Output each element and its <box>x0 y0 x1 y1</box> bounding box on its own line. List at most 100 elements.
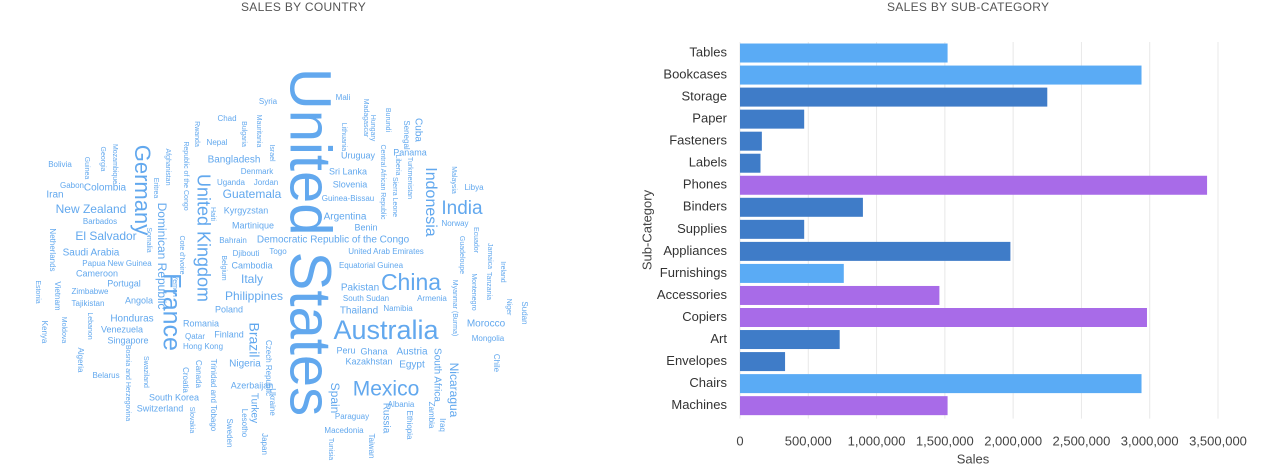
category-label-supplies: Supplies <box>677 221 727 236</box>
cloud-word-australia: Australia <box>333 315 439 345</box>
cloud-word-lebanon: Lebanon <box>86 312 93 339</box>
x-tick-label: 2,000,000 <box>984 433 1042 448</box>
bar-bookcases <box>740 65 1142 85</box>
cloud-word-canada: Canada <box>194 360 203 389</box>
cloud-word-cote-d-ivoire: Cote d'Ivoire <box>178 235 185 274</box>
bar-appliances <box>740 241 1011 261</box>
cloud-word-cameroon: Cameroon <box>76 268 118 278</box>
cloud-word-chile: Chile <box>492 354 501 373</box>
cloud-word-sri-lanka: Sri Lanka <box>329 166 367 176</box>
category-label-labels: Labels <box>689 155 728 170</box>
cloud-word-croatia: Croatia <box>181 367 190 393</box>
cloud-word-benin: Benin <box>354 222 377 232</box>
cloud-word-pakistan: Pakistan <box>341 283 379 294</box>
cloud-word-estonia: Estonia <box>34 280 41 303</box>
category-label-storage: Storage <box>681 89 727 104</box>
cloud-word-iraq: Iraq <box>438 418 447 432</box>
cloud-word-central-african-republic: Central African Republic <box>379 144 386 220</box>
cloud-word-romania: Romania <box>183 318 219 328</box>
bar-paper <box>740 109 805 129</box>
cloud-word-belgium: Belgium <box>220 255 227 280</box>
cloud-word-hungary: Hungary <box>369 115 376 142</box>
cloud-word-zambia: Zambia <box>427 402 436 429</box>
cloud-word-netherlands: Netherlands <box>48 228 57 271</box>
bar-labels <box>740 153 761 173</box>
x-tick-label: 1,500,000 <box>916 433 974 448</box>
bar-binders <box>740 197 863 217</box>
cloud-word-united-kingdom: United Kingdom <box>193 174 213 302</box>
cloud-word-panama: Panama <box>393 147 427 157</box>
cloud-word-syria: Syria <box>259 97 278 106</box>
bar-copiers <box>740 308 1147 327</box>
cloud-word-venezuela: Venezuela <box>101 324 143 334</box>
bar-chairs <box>740 374 1142 394</box>
category-label-art: Art <box>710 331 727 346</box>
cloud-word-yemen: Yemen <box>171 275 178 297</box>
cloud-word-namibia: Namibia <box>383 304 413 313</box>
cloud-word-republic-of-the-congo: Republic of the Congo <box>182 141 189 210</box>
cloud-word-vietnam: Vietnam <box>53 281 62 311</box>
cloud-word-norway: Norway <box>441 219 468 228</box>
cloud-word-bahrain: Bahrain <box>219 236 247 245</box>
cloud-word-el-salvador: El Salvador <box>75 229 136 243</box>
cloud-word-jordan: Jordan <box>254 178 278 187</box>
cloud-word-jamaica: Jamaica <box>486 243 493 269</box>
cloud-word-belarus: Belarus <box>92 371 119 380</box>
cloud-word-martinique: Martinique <box>232 220 274 230</box>
category-label-envelopes: Envelopes <box>666 353 727 368</box>
x-tick-label: 2,500,000 <box>1053 433 1111 448</box>
cloud-word-china: China <box>381 269 441 295</box>
cloud-word-germany: Germany <box>130 145 155 235</box>
cloud-word-paraguay: Paraguay <box>335 412 369 421</box>
cloud-word-united-arab-emirates: United Arab Emirates <box>348 247 424 256</box>
x-tick-label: 3,500,000 <box>1189 433 1247 448</box>
cloud-word-sudan: Sudan <box>520 301 529 324</box>
cloud-word-bangladesh: Bangladesh <box>208 155 261 166</box>
category-label-chairs: Chairs <box>689 375 727 390</box>
cloud-word-sierra-leone: Sierra Leone <box>391 177 398 217</box>
cloud-word-azerbaijan: Azerbaijan <box>231 380 274 390</box>
cloud-word-barbados: Barbados <box>83 217 117 226</box>
cloud-word-south-sudan: South Sudan <box>343 294 389 303</box>
cloud-word-papua-new-guinea: Papua New Guinea <box>82 259 152 268</box>
x-tick-label: 500,000 <box>785 433 832 448</box>
cloud-word-tajikistan: Tajikistan <box>72 299 105 308</box>
cloud-word-japan: Japan <box>260 433 269 455</box>
cloud-word-moldova: Moldova <box>60 317 67 344</box>
cloud-word-guatemala: Guatemala <box>223 187 282 201</box>
cloud-word-rwanda: Rwanda <box>193 121 200 147</box>
cloud-word-afghanistan: Afghanistan <box>164 149 171 186</box>
cloud-word-turkey: Turkey <box>248 393 259 423</box>
cloud-word-slovenia: Slovenia <box>333 179 368 189</box>
cloud-word-morocco: Morocco <box>467 319 506 330</box>
category-label-accessories: Accessories <box>657 287 728 302</box>
category-label-appliances: Appliances <box>663 243 727 258</box>
cloud-word-lithuania: Lithuania <box>340 123 347 152</box>
cloud-word-togo: Togo <box>269 247 287 256</box>
category-label-machines: Machines <box>671 397 727 412</box>
cloud-word-kazakhstan: Kazakhstan <box>345 356 392 366</box>
cloud-word-nicaragua: Nicaragua <box>447 363 461 418</box>
cloud-word-burundi: Burundi <box>384 108 391 133</box>
cloud-word-egypt: Egypt <box>399 360 425 371</box>
cloud-word-myanmar-burma: Myanmar (Burma) <box>451 280 458 336</box>
cloud-word-south-korea: South Korea <box>149 392 199 402</box>
category-label-fasteners: Fasteners <box>669 133 727 148</box>
cloud-word-czech-republic: Czech Republic <box>264 340 273 396</box>
category-label-furnishings: Furnishings <box>660 265 728 280</box>
cloud-word-cuba: Cuba <box>412 118 423 142</box>
cloud-word-united-states: United States <box>278 68 343 416</box>
cloud-word-mauritania: Mauritania <box>255 115 262 148</box>
cloud-word-swaziland: Swaziland <box>142 356 149 388</box>
cloud-word-hong-kong: Hong Kong <box>183 342 223 351</box>
cloud-word-uganda: Uganda <box>217 178 246 187</box>
category-label-tables: Tables <box>689 44 727 59</box>
cloud-word-sweden: Sweden <box>225 419 234 448</box>
bar-phones <box>740 175 1208 195</box>
cloud-word-kyrgyzstan: Kyrgyzstan <box>224 205 269 215</box>
cloud-word-guadeloupe: Guadeloupe <box>458 236 465 274</box>
cloud-word-brazil: Brazil <box>246 322 262 357</box>
cloud-word-france: France <box>157 273 185 351</box>
y-axis-title: Sub-Category <box>639 189 654 270</box>
cloud-word-guinea-bissau: Guinea-Bissau <box>322 194 374 203</box>
